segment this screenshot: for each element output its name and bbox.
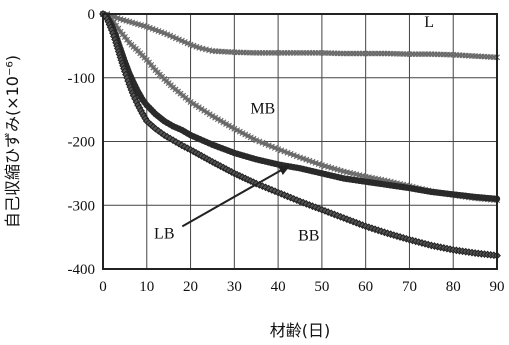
y-tick-label: -200	[68, 135, 96, 151]
series-layer	[99, 10, 501, 260]
data-point	[154, 126, 163, 135]
plot-frame	[102, 13, 498, 270]
y-tick-label: -400	[68, 262, 96, 278]
tick-labels: 0 10 20 30 40 50 60 70 80 90 0 -100 -200 -300 -400	[68, 7, 505, 295]
data-point	[253, 137, 260, 144]
data-point	[203, 109, 210, 116]
series-markers-mb	[100, 11, 500, 204]
y-tick-label: -300	[68, 198, 96, 214]
data-point	[262, 141, 269, 148]
data-point	[209, 113, 216, 119]
series-markers-lb	[99, 10, 501, 203]
data-point	[190, 100, 197, 107]
data-point	[217, 117, 224, 124]
data-point	[278, 147, 285, 154]
x-tick-label: 70	[402, 279, 417, 295]
data-point	[223, 120, 230, 127]
series-labels: L MB LB BB	[154, 14, 434, 245]
x-tick-label: 80	[446, 279, 461, 295]
series-markers-bb	[99, 10, 501, 260]
data-point	[268, 143, 275, 150]
x-tick-label: 50	[314, 279, 329, 295]
series-label-bb: BB	[298, 227, 319, 244]
data-point	[201, 107, 208, 114]
data-point	[187, 98, 194, 105]
data-point	[225, 122, 232, 129]
y-tick-label: 0	[88, 7, 96, 23]
series-lb	[99, 10, 501, 203]
x-tick-label: 0	[99, 279, 107, 295]
y-tick-label: -100	[68, 71, 96, 87]
x-tick-label: 10	[139, 279, 154, 295]
x-tick-label: 40	[271, 279, 286, 295]
series-label-lb: LB	[154, 225, 174, 242]
data-point	[265, 142, 272, 149]
data-point	[275, 146, 282, 153]
x-tick-label: 60	[358, 279, 373, 295]
data-point	[284, 149, 291, 156]
x-tick-label: 20	[183, 279, 198, 295]
series-l	[100, 11, 500, 61]
data-point	[271, 144, 278, 151]
data-point	[212, 114, 219, 121]
data-point	[195, 104, 202, 111]
series-label-l: L	[424, 14, 434, 31]
series-bb	[99, 10, 501, 260]
data-point	[287, 150, 294, 157]
series-line-mb	[102, 12, 498, 203]
data-point	[281, 148, 288, 155]
series-mb	[100, 11, 500, 204]
data-point	[198, 105, 205, 112]
data-point	[293, 153, 300, 160]
data-point	[214, 116, 221, 123]
data-point	[259, 139, 266, 146]
x-tick-label: 30	[227, 279, 242, 295]
data-point	[228, 124, 235, 131]
data-point	[220, 119, 227, 126]
series-label-arrow	[181, 164, 291, 228]
y-axis-title: 自己収縮ひずみ(×10⁻⁶)	[3, 55, 22, 228]
x-axis-title: 材齢(日)	[270, 321, 331, 340]
data-point	[256, 138, 263, 145]
data-point	[290, 152, 297, 159]
x-tick-label: 90	[490, 279, 505, 295]
series-label-mb: MB	[250, 100, 275, 117]
data-point	[193, 102, 200, 109]
data-point	[206, 111, 213, 118]
series-markers-l	[100, 11, 500, 61]
